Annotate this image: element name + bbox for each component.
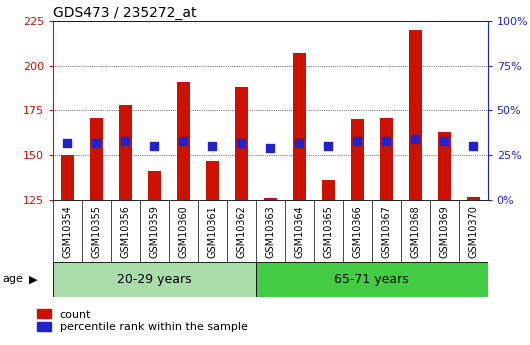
Bar	[264, 198, 277, 200]
Text: 65-71 years: 65-71 years	[334, 273, 409, 286]
Point	[92, 140, 101, 146]
Point	[179, 138, 188, 144]
Text: GSM10354: GSM10354	[63, 205, 73, 258]
Text: GSM10364: GSM10364	[294, 205, 304, 257]
Text: GSM10355: GSM10355	[92, 205, 101, 258]
Point	[150, 144, 158, 149]
Text: age: age	[3, 275, 23, 284]
Bar	[235, 87, 248, 200]
Text: GSM10362: GSM10362	[236, 205, 246, 258]
Text: GSM10370: GSM10370	[468, 205, 478, 258]
Point	[411, 136, 419, 142]
Point	[324, 144, 332, 149]
Point	[469, 144, 478, 149]
Point	[353, 138, 361, 144]
Point	[266, 145, 275, 151]
Text: GSM10367: GSM10367	[381, 205, 391, 258]
Bar	[256, 262, 488, 297]
Point	[382, 138, 391, 144]
Text: GSM10363: GSM10363	[266, 205, 275, 257]
Bar	[409, 30, 422, 200]
Text: ▶: ▶	[29, 275, 38, 284]
Bar	[177, 82, 190, 200]
Text: GDS473 / 235272_at: GDS473 / 235272_at	[53, 6, 197, 20]
Bar	[351, 119, 364, 200]
Bar	[466, 197, 480, 200]
Bar	[61, 155, 74, 200]
Bar	[322, 180, 335, 200]
Bar	[119, 105, 132, 200]
Bar	[53, 262, 256, 297]
Bar	[379, 118, 393, 200]
Point	[295, 140, 304, 146]
Text: GSM10359: GSM10359	[149, 205, 160, 258]
Text: 20-29 years: 20-29 years	[117, 273, 192, 286]
Text: GSM10365: GSM10365	[323, 205, 333, 258]
Text: GSM10356: GSM10356	[120, 205, 130, 258]
Text: GSM10368: GSM10368	[410, 205, 420, 257]
Point	[63, 140, 72, 146]
Text: GSM10366: GSM10366	[352, 205, 362, 257]
Text: GSM10360: GSM10360	[179, 205, 188, 257]
Bar	[438, 132, 450, 200]
Bar	[148, 171, 161, 200]
Point	[208, 144, 217, 149]
Point	[121, 138, 130, 144]
Text: GSM10369: GSM10369	[439, 205, 449, 257]
Legend: count, percentile rank within the sample: count, percentile rank within the sample	[37, 309, 248, 332]
Point	[440, 138, 448, 144]
Point	[237, 140, 245, 146]
Text: GSM10361: GSM10361	[207, 205, 217, 257]
Bar	[90, 118, 103, 200]
Bar	[293, 53, 306, 200]
Bar	[206, 161, 219, 200]
